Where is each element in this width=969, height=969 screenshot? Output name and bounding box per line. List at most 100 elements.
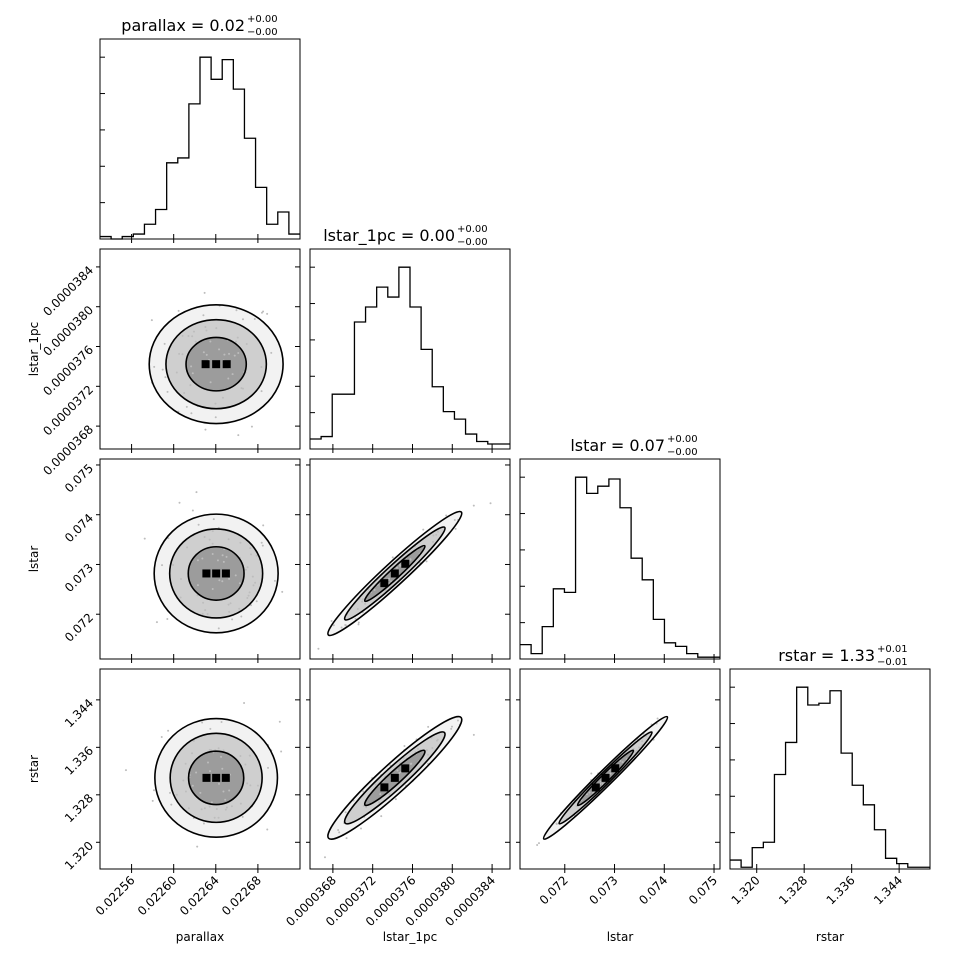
sample-point: [228, 610, 231, 613]
sample-point: [238, 582, 241, 585]
panel-frame-rstar-rstar: [729, 668, 931, 870]
panel-frame-parallax-parallax: [99, 38, 301, 240]
panel-frame-lstar_1pc-lstar_1pc: [309, 248, 511, 450]
contour-outer-lstar_1pc-vs-parallax: [148, 304, 284, 425]
ytick-label-lstar: 0.073: [62, 561, 96, 595]
sample-point: [208, 748, 211, 751]
sample-point: [183, 391, 186, 394]
sample-point: [250, 604, 253, 607]
sample-point: [181, 334, 184, 337]
sample-point: [256, 784, 259, 787]
sample-point: [395, 566, 398, 569]
contour-outer-lstar-vs-parallax: [153, 513, 279, 634]
sample-point: [237, 351, 240, 354]
sample-point: [590, 772, 593, 775]
sample-point: [361, 600, 364, 603]
marginal-histograms: [100, 56, 930, 868]
sample-point: [251, 575, 254, 578]
sample-point: [599, 780, 602, 783]
sample-point: [323, 856, 326, 859]
contour-mid-rstar-vs-lstar_1pc: [343, 731, 446, 825]
sample-point: [215, 807, 218, 810]
contour-outer-lstar-vs-lstar_1pc: [327, 510, 463, 637]
sample-point: [244, 763, 247, 766]
sample-point: [621, 761, 624, 764]
sample-point: [235, 309, 238, 312]
sample-point: [410, 762, 413, 765]
sample-point: [262, 310, 265, 313]
sample-point: [224, 798, 227, 801]
sample-point: [143, 537, 146, 540]
panel-frames: [99, 38, 931, 870]
points-lstar_1pc-vs-parallax: [150, 291, 273, 437]
sample-point: [223, 353, 226, 356]
sample-point: [445, 514, 448, 517]
sample-point: [187, 807, 190, 810]
ytick-label-rstar: 1.328: [62, 791, 96, 825]
title-lstar_1pc: lstar_1pc = 0.00 +0.00 −0.00: [323, 224, 487, 248]
sample-point: [211, 530, 214, 533]
sample-point: [262, 524, 265, 527]
panel-frame-lstar-lstar_1pc: [309, 458, 511, 660]
density-peak: [401, 559, 410, 568]
density-peak: [401, 764, 410, 773]
sample-point: [202, 822, 205, 825]
title-main-parallax: parallax = 0.02: [121, 16, 245, 35]
panel-frame-lstar_1pc-parallax: [99, 248, 301, 450]
sample-point: [196, 845, 199, 848]
sample-point: [340, 626, 343, 629]
sample-point: [213, 816, 216, 819]
sample-point: [374, 783, 377, 786]
ytick-label-lstar: 0.074: [62, 511, 96, 545]
contours-rstar-vs-parallax: [154, 717, 279, 839]
sample-point: [202, 314, 205, 317]
sample-point: [431, 747, 434, 750]
ylabel-rstar: rstar: [27, 755, 41, 783]
density-peak: [221, 773, 230, 782]
sample-point: [190, 365, 193, 368]
sample-point: [191, 509, 194, 512]
sample-point: [338, 831, 341, 834]
sample-point: [163, 342, 166, 345]
density-peak: [222, 360, 231, 369]
sample-point: [345, 837, 348, 840]
sample-point: [200, 808, 203, 811]
sample-point: [205, 353, 208, 356]
sample-point: [246, 566, 249, 569]
sample-point: [175, 371, 178, 374]
sample-point: [195, 771, 198, 774]
histogram-rstar: [730, 686, 930, 868]
sample-point: [225, 806, 228, 809]
title-lstar: lstar = 0.07 +0.00 −0.00: [570, 434, 697, 458]
sample-point: [194, 340, 197, 343]
sample-point: [178, 501, 181, 504]
sample-point: [222, 790, 225, 793]
sample-point: [191, 372, 194, 375]
sample-point: [241, 815, 244, 818]
sample-point: [365, 806, 368, 809]
histogram-lstar: [520, 476, 720, 658]
sample-point: [332, 624, 335, 627]
title-minus-lstar_1pc: −0.00: [457, 237, 488, 248]
sample-point: [211, 553, 214, 556]
sample-point: [240, 615, 243, 618]
sample-point: [227, 603, 230, 606]
sample-point: [398, 564, 401, 567]
sample-point: [254, 581, 257, 584]
sample-point: [231, 373, 234, 376]
sample-point: [396, 769, 399, 772]
sample-point: [175, 793, 178, 796]
sample-point: [179, 578, 182, 581]
sample-point: [230, 805, 233, 808]
sample-point: [191, 335, 194, 338]
sample-point: [217, 782, 220, 785]
sample-point: [191, 752, 194, 755]
xlabel-parallax: parallax: [176, 930, 224, 944]
sample-point: [160, 736, 163, 739]
sample-point: [250, 553, 253, 556]
title-rstar: rstar = 1.33 +0.01 −0.01: [778, 644, 907, 668]
sample-point: [248, 754, 251, 757]
sample-point: [243, 701, 246, 704]
title-main-lstar_1pc: lstar_1pc = 0.00: [323, 226, 455, 246]
